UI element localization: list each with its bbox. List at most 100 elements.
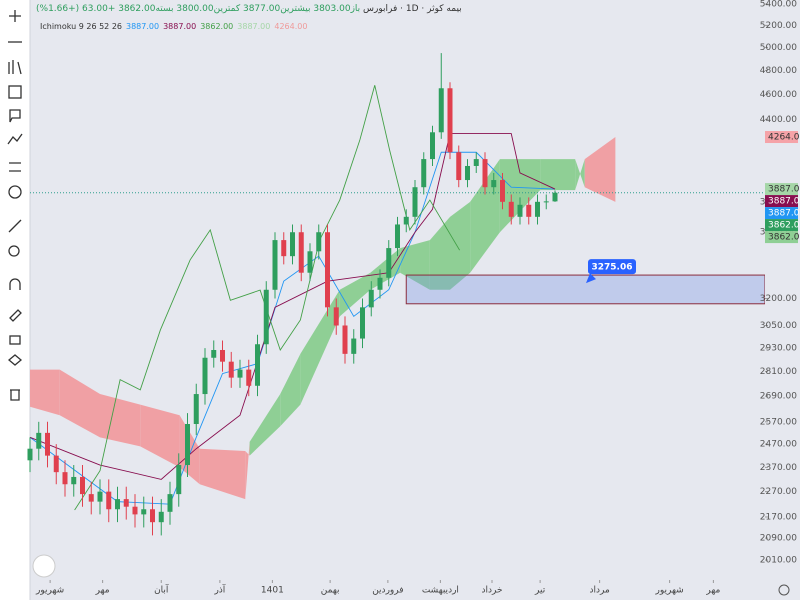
candle-body (237, 369, 243, 378)
settings-icon[interactable] (778, 584, 790, 596)
candle-body (176, 465, 182, 495)
cloud-segment (100, 394, 141, 447)
candle-body (456, 152, 462, 181)
toolbar (0, 0, 30, 600)
y-tick-label: 2270.00 (760, 487, 797, 497)
x-tick-label: بهمن (321, 586, 340, 596)
candle-body (500, 180, 505, 202)
price-badge-label: 3887.00 (768, 185, 800, 195)
candle-body (97, 491, 103, 502)
price-badge (765, 195, 798, 208)
candle-body (202, 357, 208, 395)
candle-body (141, 509, 147, 515)
indicator-line (74, 85, 461, 511)
candle-body (115, 499, 120, 510)
price-badge (765, 183, 798, 196)
price-badge (765, 131, 798, 144)
shape-tool[interactable] (8, 85, 22, 99)
cloud-segment (429, 216, 450, 290)
price-badge-label: 4264.00 (768, 133, 800, 143)
candle-body (290, 232, 295, 257)
candle-body (246, 369, 252, 386)
candle-body (62, 472, 68, 485)
cloud-segment (300, 289, 340, 405)
candle-body (430, 132, 435, 160)
x-tick-label: مهر (705, 586, 720, 596)
zoom-tool[interactable] (8, 245, 20, 257)
y-tick-label: 2470.00 (760, 440, 797, 450)
lock-draw-tool[interactable] (9, 309, 22, 322)
price-badge (765, 207, 798, 220)
cloud-segment (249, 394, 281, 456)
cloud-segment (280, 353, 301, 427)
candle-body (316, 232, 322, 252)
x-tick-label: تیر (534, 586, 546, 596)
y-tick-label: 4400.00 (760, 115, 797, 125)
candle-body (298, 232, 304, 273)
cloud-segment (470, 159, 500, 273)
y-tick-label: 2810.00 (760, 367, 797, 377)
cloud-segment (140, 404, 180, 468)
cloud-segment (199, 448, 246, 500)
zone-label-bg (588, 259, 636, 275)
candle-body (351, 338, 357, 354)
prediction-tool[interactable] (9, 162, 21, 172)
candle-body (386, 248, 392, 278)
price-badge (765, 231, 798, 244)
y-tick-label: 4800.00 (760, 66, 797, 76)
candle-body (526, 204, 532, 217)
candle-body (307, 251, 313, 273)
x-tick-label: آبان (154, 584, 169, 596)
x-tick-label: 1401 (261, 586, 284, 596)
exchange: فرابورس (363, 4, 398, 14)
lock-tool[interactable] (9, 335, 21, 345)
candle-body (185, 424, 190, 466)
x-tick-label: مهر (95, 586, 110, 596)
cloud-segment (59, 369, 100, 438)
ruler-tool[interactable] (8, 219, 22, 233)
candle-body (71, 476, 77, 485)
candle-body (535, 201, 540, 217)
toolbar-icons[interactable] (7, 10, 23, 401)
visibility-tool[interactable] (7, 354, 23, 366)
crosshair-tool[interactable] (9, 10, 21, 22)
y-tick-label: 2090.00 (760, 534, 797, 544)
candle-body (517, 204, 523, 217)
indicator-legend: Ichimoku 9 26 52 26 3887.00 3887.00 3862.00… (36, 22, 307, 31)
pattern-tool[interactable] (7, 133, 23, 145)
magnet-tool[interactable] (9, 278, 21, 290)
candle-body (403, 216, 409, 225)
candle-body (27, 448, 33, 461)
fib-tool[interactable] (8, 60, 22, 75)
logo[interactable] (32, 554, 56, 578)
x-tick-label: شهریور (35, 586, 64, 596)
text-tool[interactable] (9, 109, 21, 123)
y-tick-label: 4600.00 (760, 90, 797, 100)
candle-body (333, 307, 339, 326)
x-tick-label: شهریور (655, 586, 684, 596)
candle-body (447, 88, 453, 153)
candle-body (368, 289, 374, 308)
candle-body (342, 325, 348, 354)
candle-body (53, 455, 59, 473)
candle-body (88, 494, 94, 502)
candle-body (272, 240, 278, 290)
y-tick-label: 2370.00 (760, 463, 797, 473)
y-tick-label: 2930.00 (760, 344, 797, 354)
trash-tool[interactable] (10, 389, 20, 401)
candle-body (263, 289, 269, 345)
candle-body (377, 277, 383, 290)
candle-body (412, 187, 418, 217)
y-tick-label: 5400.00 (760, 0, 797, 10)
candle-body (508, 201, 514, 217)
header: بیمه کوثر · 1D · فرابورس باز3803.00 بیشت… (36, 4, 462, 14)
icons-tool[interactable] (8, 185, 22, 199)
indicator-value: 3887.00 (237, 22, 271, 31)
y-tick-label: 2570.00 (760, 417, 797, 427)
candle-body (228, 361, 234, 378)
candle-body (360, 307, 365, 339)
x-tick-label: اردیبهشت (422, 586, 459, 596)
candle-body (255, 344, 260, 386)
